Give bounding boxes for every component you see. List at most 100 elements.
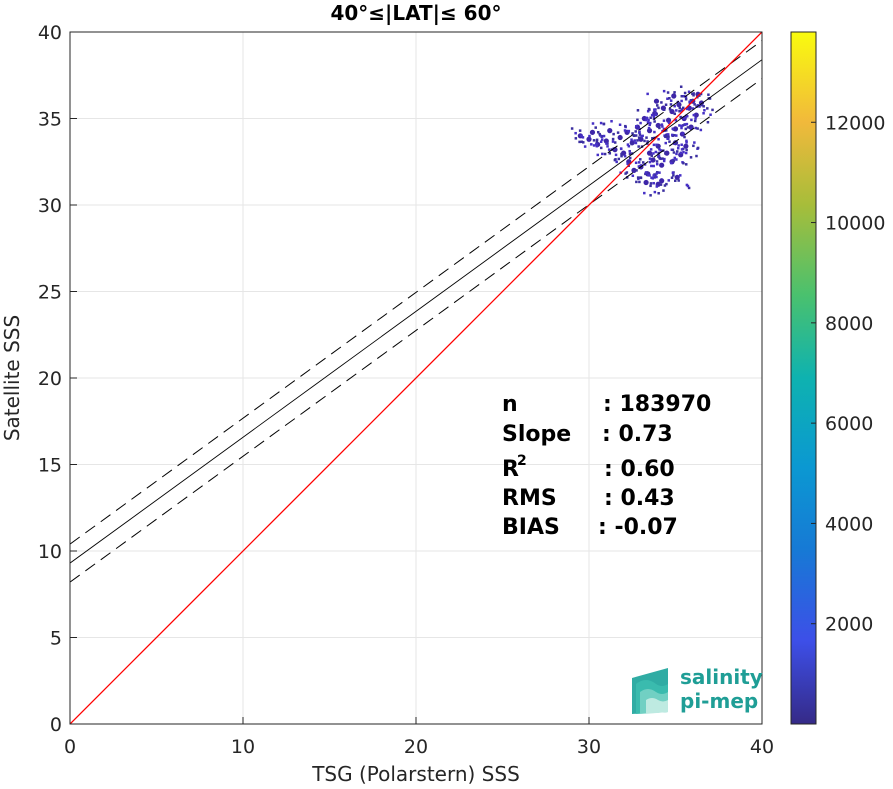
density-cell	[652, 181, 655, 185]
density-cell	[641, 161, 645, 164]
density-cell	[667, 137, 670, 140]
density-cell	[655, 172, 659, 175]
density-cell	[650, 113, 654, 117]
density-cell	[648, 123, 651, 127]
density-cell	[658, 126, 661, 130]
density-cell	[592, 139, 596, 142]
density-cell	[611, 140, 615, 143]
density-cell	[649, 116, 652, 120]
density-cell	[639, 158, 642, 161]
stat-value-slope: : 0.73	[602, 422, 673, 447]
density-cell	[684, 98, 688, 101]
x-tick-label: 30	[577, 736, 601, 758]
density-cell	[643, 163, 647, 166]
density-cell	[665, 182, 668, 186]
density-cell	[654, 108, 657, 111]
density-cell	[625, 176, 629, 179]
density-cell	[664, 129, 668, 132]
x-tick-label: 20	[404, 736, 428, 758]
colorbar-ticks: 2000 4000 6000 8000 10000 12000	[811, 112, 885, 636]
density-cell	[669, 161, 673, 165]
density-cell	[588, 134, 591, 138]
density-cell	[595, 138, 599, 142]
density-cell	[655, 185, 659, 188]
density-cell	[680, 109, 684, 112]
density-cell	[603, 152, 607, 156]
density-cell	[682, 95, 686, 98]
density-cell	[652, 115, 656, 118]
density-cell	[649, 121, 652, 125]
density-cell	[657, 151, 660, 155]
density-cell	[634, 134, 638, 137]
density-cell	[628, 152, 632, 156]
density-cell	[699, 92, 703, 96]
x-axis-label: TSG (Polarstern) SSS	[311, 762, 520, 786]
density-cell	[669, 99, 673, 102]
density-point	[674, 174, 680, 180]
density-cell	[615, 160, 618, 164]
density-cell	[634, 130, 637, 133]
density-cell	[623, 129, 627, 132]
density-cell	[592, 144, 596, 147]
density-cell	[696, 127, 699, 130]
density-cell	[656, 104, 659, 107]
density-cell	[628, 161, 632, 165]
density-cell	[649, 182, 653, 185]
density-cell	[685, 107, 689, 111]
density-cell	[655, 162, 659, 166]
density-cell	[664, 103, 668, 106]
density-cell	[644, 172, 647, 176]
density-cell	[673, 156, 677, 160]
density-cell	[651, 177, 655, 180]
density-cell	[681, 132, 684, 135]
density-cell	[657, 137, 660, 141]
density-cell	[677, 102, 681, 105]
density-cell	[627, 130, 630, 133]
density-cell	[612, 132, 615, 136]
density-cell	[658, 157, 662, 160]
density-cell	[675, 109, 678, 112]
density-cell	[662, 159, 666, 163]
density-cell	[652, 164, 655, 168]
y-tick-label: 20	[38, 368, 62, 390]
density-cell	[657, 155, 660, 158]
density-cell	[618, 123, 622, 126]
density-cell	[683, 116, 687, 119]
density-cell	[653, 120, 656, 123]
density-cell	[635, 125, 638, 128]
y-ticks: 0 5 10 15 20 25 30 35 40	[38, 22, 77, 736]
density-cell	[666, 91, 670, 94]
density-cell	[660, 101, 663, 104]
density-cell	[599, 140, 603, 143]
density-cell	[637, 161, 641, 164]
stat-label-n: n	[502, 392, 518, 417]
density-cell	[673, 104, 676, 108]
density-cell	[700, 103, 703, 107]
confidence-upper-line	[70, 40, 762, 545]
density-cell	[666, 97, 669, 100]
stat-value-n: : 183970	[603, 392, 711, 417]
density-cell	[667, 179, 671, 182]
density-cell	[680, 143, 683, 146]
density-cell	[679, 151, 683, 155]
density-cell	[614, 153, 618, 157]
colorbar-tick-label: 4000	[825, 513, 873, 535]
confidence-lower-line	[70, 78, 762, 583]
y-tick-label: 35	[38, 109, 62, 131]
density-cell	[686, 184, 690, 188]
density-cell	[668, 108, 672, 111]
density-cell	[599, 146, 603, 150]
density-cell	[596, 130, 600, 134]
density-cell	[624, 124, 627, 128]
density-cell	[634, 141, 638, 145]
density-cell	[657, 191, 660, 195]
density-cell	[662, 119, 666, 122]
density-cell	[651, 137, 654, 140]
density-cell	[680, 99, 683, 103]
density-point	[589, 129, 596, 135]
density-cell	[626, 162, 629, 165]
density-cell	[696, 104, 699, 107]
y-tick-label: 10	[38, 541, 62, 563]
density-cell	[698, 105, 701, 108]
density-cell	[636, 139, 639, 142]
